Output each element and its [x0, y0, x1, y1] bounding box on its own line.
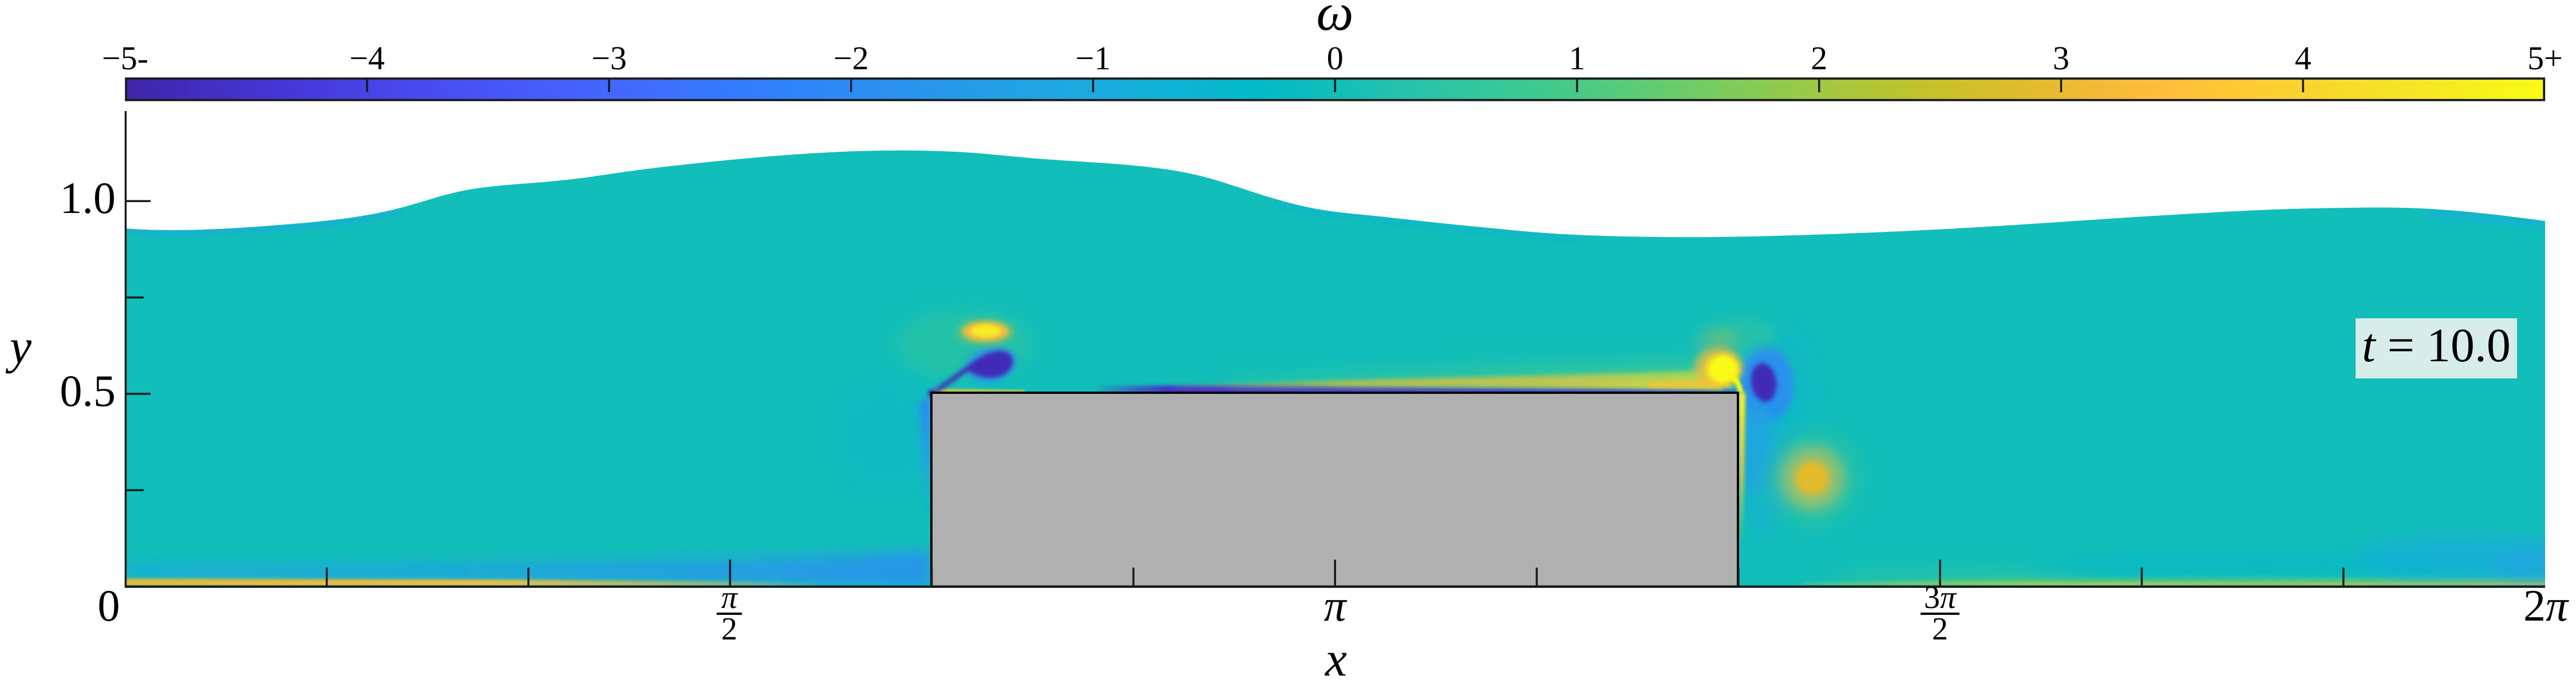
svg-text:t = 10.0: t = 10.0	[2362, 319, 2511, 372]
svg-text:5+: 5+	[2527, 40, 2563, 77]
svg-text:ω: ω	[1317, 0, 1354, 41]
svg-text:2: 2	[1811, 40, 1827, 77]
svg-text:−2: −2	[833, 40, 869, 77]
svg-text:π: π	[1323, 581, 1347, 630]
svg-text:1.0: 1.0	[60, 173, 116, 223]
svg-text:0: 0	[1327, 40, 1344, 77]
svg-text:2: 2	[1932, 611, 1948, 647]
svg-text:−1: −1	[1076, 40, 1111, 77]
svg-text:π: π	[721, 580, 738, 615]
svg-text:−5-: −5-	[102, 40, 148, 77]
svg-text:−4: −4	[349, 40, 385, 77]
svg-text:4: 4	[2295, 40, 2312, 77]
svg-text:x: x	[1324, 631, 1347, 686]
svg-text:3: 3	[2053, 40, 2069, 77]
svg-text:y: y	[5, 319, 32, 374]
svg-text:0.5: 0.5	[60, 366, 116, 416]
svg-text:−3: −3	[591, 40, 627, 77]
svg-text:2π: 2π	[2523, 581, 2569, 630]
svg-text:2: 2	[721, 611, 737, 647]
svg-text:0: 0	[98, 581, 120, 630]
svg-text:1: 1	[1569, 40, 1586, 77]
svg-text:3π: 3π	[1924, 580, 1957, 615]
